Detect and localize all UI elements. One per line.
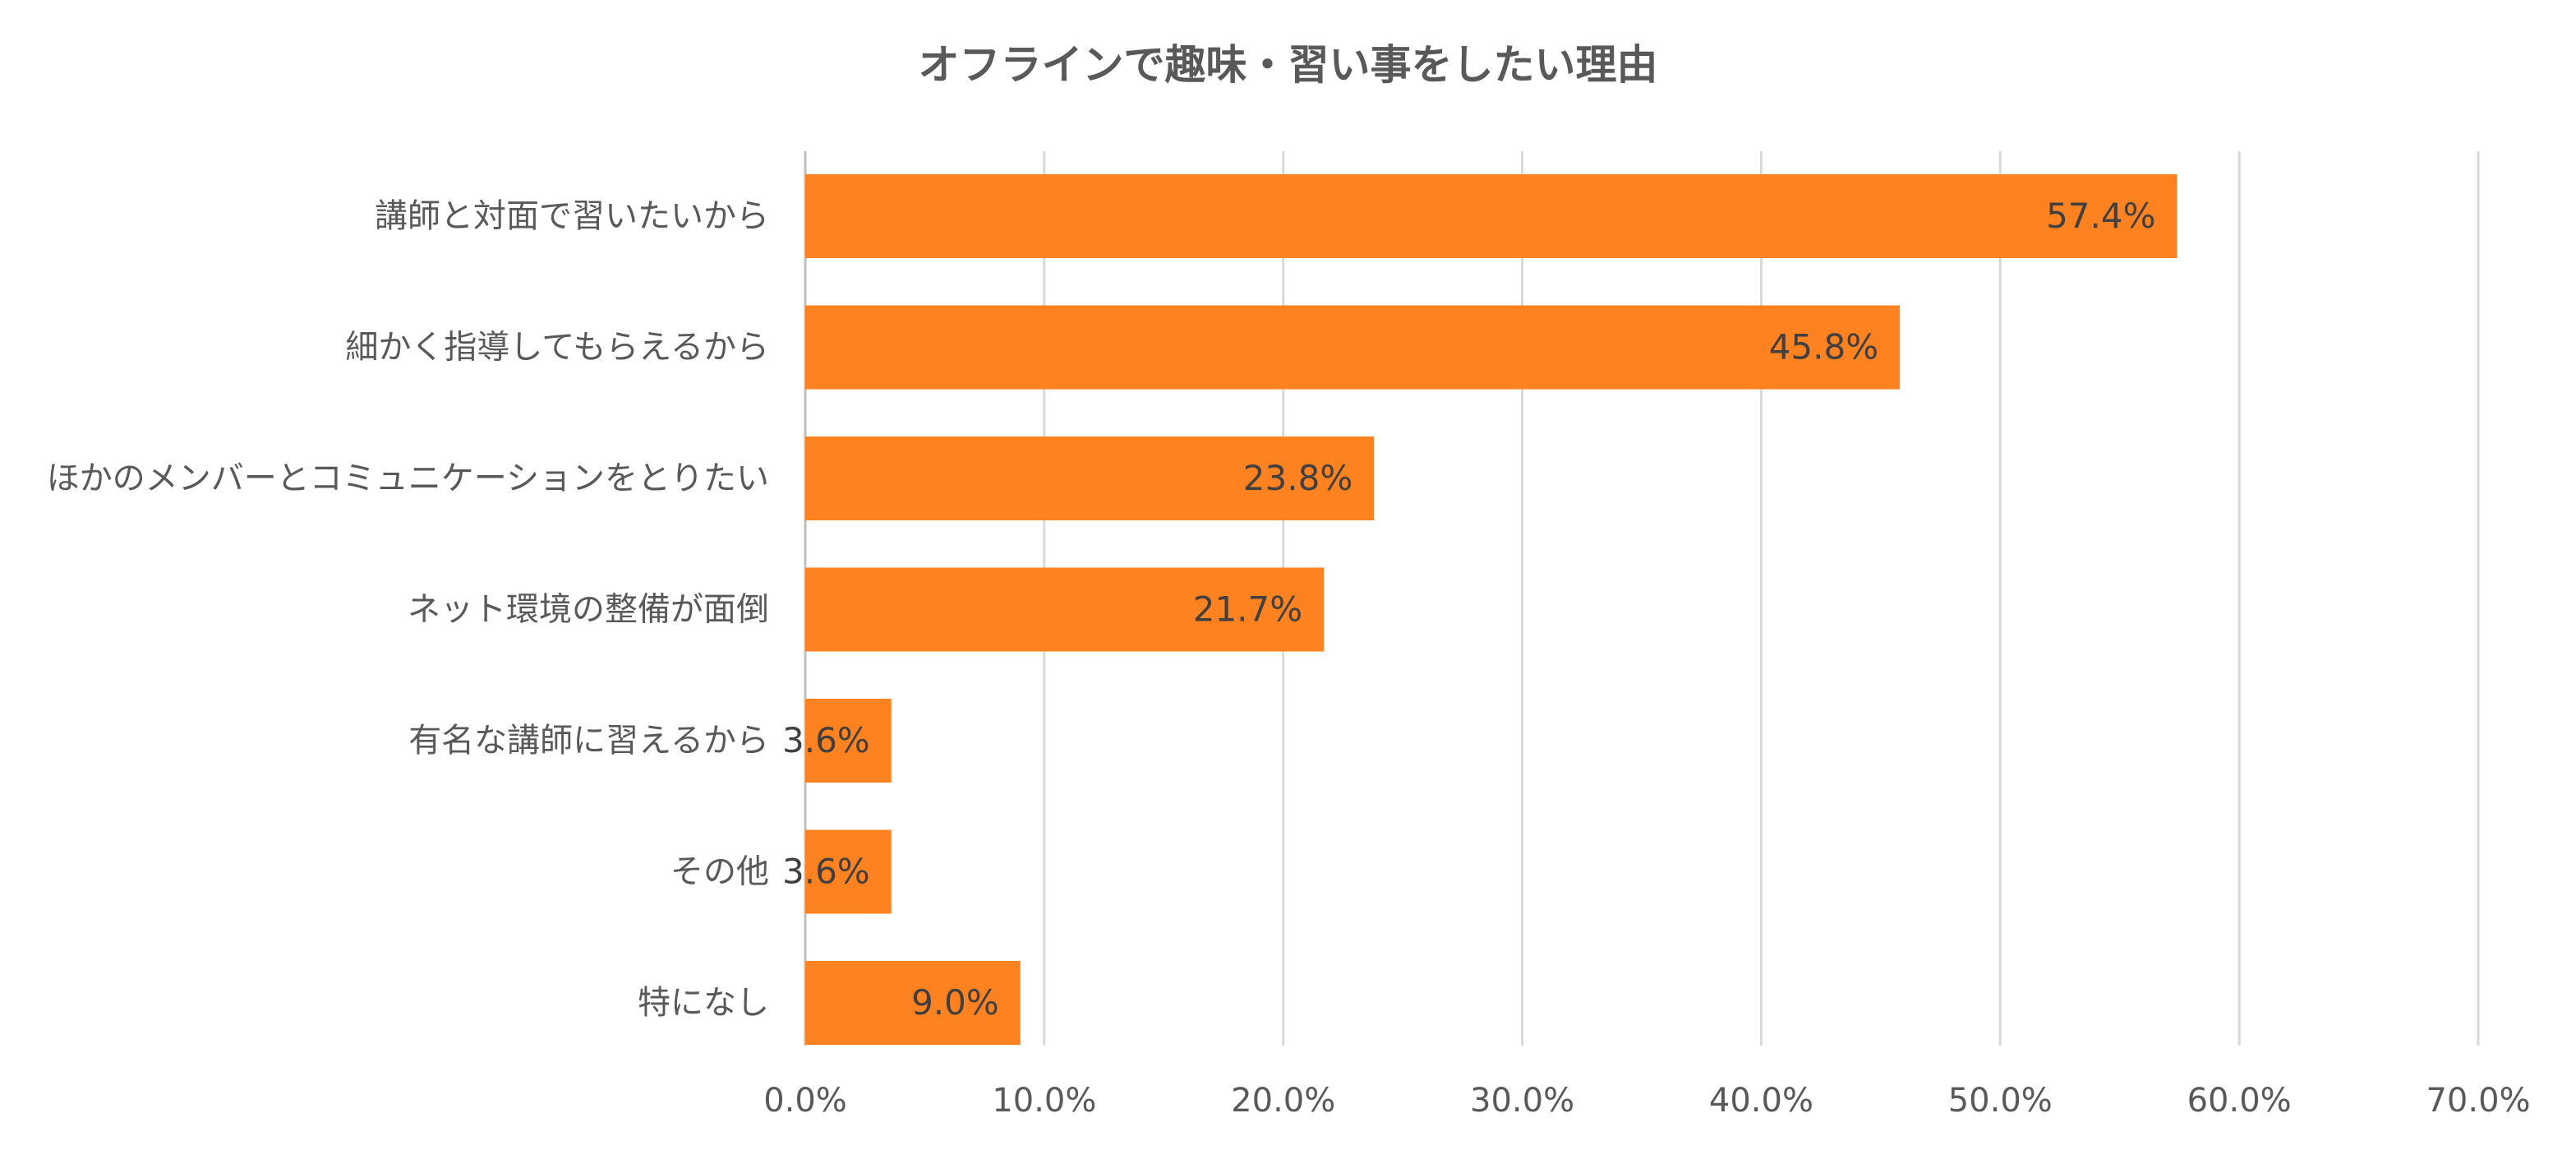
bar (805, 567, 1325, 652)
category-label: 特になし (638, 984, 769, 1022)
x-tick-label: 10.0% (992, 1082, 1096, 1120)
data-label: 3.6% (782, 852, 870, 892)
category-label: その他 (670, 853, 769, 891)
chart-title: オフラインで趣味・習い事をしたい理由 (918, 41, 1658, 89)
category-label: 講師と対面で習いたいから (375, 197, 769, 235)
category-label: 細かく指導してもらえるから (345, 329, 769, 367)
x-tick-label: 30.0% (1470, 1082, 1574, 1120)
category-label: ネット環境の整備が面倒 (408, 591, 769, 629)
data-label: 9.0% (911, 982, 999, 1023)
x-tick-label: 0.0% (763, 1082, 847, 1120)
x-tick-label: 60.0% (2187, 1082, 2292, 1120)
x-tick-label: 20.0% (1231, 1082, 1335, 1120)
category-label: 有名な講師に習えるから (408, 722, 769, 760)
bar (805, 174, 2177, 258)
bar (805, 699, 892, 783)
category-label: ほかのメンバーとコミュニケーションをとりたい (47, 460, 769, 497)
data-label: 21.7% (1193, 589, 1302, 630)
bars (805, 174, 2177, 1045)
bar (805, 436, 1375, 520)
data-label: 57.4% (2046, 196, 2155, 236)
data-label: 3.6% (782, 720, 870, 760)
x-tick-label: 70.0% (2426, 1082, 2530, 1120)
data-labels: 57.4% 45.8% 23.8% 21.7% 3.6% 3.6% 9.0% (782, 196, 2156, 1023)
bar (805, 829, 892, 914)
bar (805, 961, 1021, 1045)
x-tick-label: 50.0% (1948, 1082, 2053, 1120)
category-labels: 講師と対面で習いたいから細かく指導してもらえるからほかのメンバーとコミュニケーシ… (47, 197, 769, 1022)
data-label: 23.8% (1243, 458, 1353, 498)
x-axis-tick-labels: 0.0% 10.0% 20.0% 30.0% 40.0% 50.0% 60.0% 70.0% (763, 1082, 2530, 1120)
data-label: 45.8% (1769, 327, 1878, 367)
bar (805, 305, 1901, 390)
x-tick-label: 40.0% (1709, 1082, 1813, 1120)
